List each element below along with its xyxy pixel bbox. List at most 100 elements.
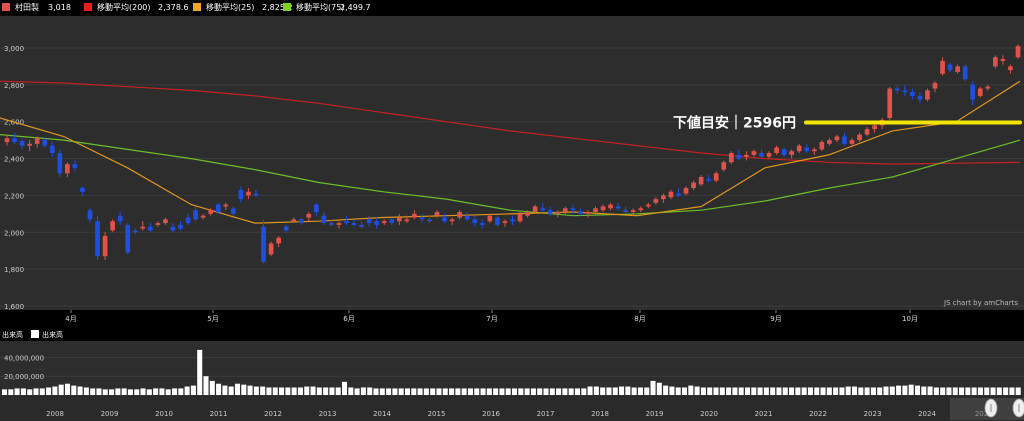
candle[interactable] <box>630 208 636 216</box>
candle[interactable] <box>578 208 583 216</box>
candle[interactable] <box>457 210 463 220</box>
candle[interactable] <box>223 202 229 211</box>
candle[interactable] <box>925 88 930 102</box>
candle[interactable] <box>412 210 417 220</box>
candle[interactable] <box>306 212 312 222</box>
candle[interactable] <box>170 223 176 233</box>
candle[interactable] <box>721 160 727 172</box>
candle[interactable] <box>472 215 478 227</box>
candle[interactable] <box>238 186 244 203</box>
candle[interactable] <box>396 213 402 225</box>
candle[interactable] <box>849 138 855 148</box>
scrollbar-handles[interactable] <box>950 398 1024 420</box>
candle[interactable] <box>87 208 93 224</box>
candle[interactable] <box>34 136 40 148</box>
candle[interactable] <box>1015 44 1021 60</box>
candle[interactable] <box>487 213 493 224</box>
candle[interactable] <box>1008 64 1013 74</box>
candle[interactable] <box>336 221 342 229</box>
candle[interactable] <box>698 175 704 187</box>
candle[interactable] <box>246 188 251 200</box>
candle[interactable] <box>110 219 115 233</box>
candle[interactable] <box>80 186 85 196</box>
candle[interactable] <box>155 221 161 227</box>
candle[interactable] <box>283 224 289 233</box>
legend-item[interactable]: 移動平均(75) <box>283 0 344 16</box>
candle[interactable] <box>940 57 945 76</box>
candle[interactable] <box>759 149 764 159</box>
candle[interactable] <box>638 206 644 213</box>
candle[interactable] <box>955 64 960 74</box>
chart-credit[interactable]: JS chart by amCharts <box>943 299 1018 307</box>
candle[interactable] <box>789 149 794 159</box>
candle[interactable] <box>977 86 983 98</box>
candle[interactable] <box>517 212 523 224</box>
candle[interactable] <box>766 151 772 159</box>
candle[interactable] <box>261 219 266 264</box>
candle[interactable] <box>902 84 908 96</box>
candle[interactable] <box>49 141 55 157</box>
candle[interactable] <box>827 138 832 146</box>
candle[interactable] <box>427 215 432 224</box>
candle[interactable] <box>253 189 259 198</box>
candle[interactable] <box>313 202 319 216</box>
candle[interactable] <box>555 210 561 218</box>
candle[interactable] <box>140 221 146 231</box>
candle[interactable] <box>744 151 749 161</box>
candle[interactable] <box>796 143 802 154</box>
candle[interactable] <box>661 193 666 203</box>
candle[interactable] <box>321 212 327 225</box>
candle[interactable] <box>163 217 168 225</box>
candle[interactable] <box>781 147 787 157</box>
candle[interactable] <box>562 206 568 214</box>
candle[interactable] <box>374 217 380 229</box>
candle[interactable] <box>585 210 591 218</box>
candle[interactable] <box>970 81 976 106</box>
candle[interactable] <box>351 219 357 227</box>
candle[interactable] <box>419 213 425 224</box>
candle[interactable] <box>344 215 349 225</box>
candle[interactable] <box>359 221 364 229</box>
candle[interactable] <box>298 217 304 225</box>
candle[interactable] <box>540 202 546 213</box>
candle[interactable] <box>932 81 938 93</box>
candle[interactable] <box>804 143 810 154</box>
candle[interactable] <box>736 149 742 161</box>
candle[interactable] <box>962 64 968 82</box>
scrollbar-area[interactable] <box>0 396 1024 421</box>
candle[interactable] <box>495 215 500 227</box>
candle[interactable] <box>389 217 395 225</box>
candle[interactable] <box>608 202 613 211</box>
candle[interactable] <box>947 62 953 72</box>
candle[interactable] <box>442 213 447 224</box>
candle[interactable] <box>811 147 817 155</box>
candle[interactable] <box>4 134 10 146</box>
candle[interactable] <box>600 204 606 213</box>
candle[interactable] <box>57 149 63 177</box>
candle[interactable] <box>178 221 183 231</box>
candle[interactable] <box>215 202 221 214</box>
legend-item[interactable]: 村田製 <box>2 0 39 16</box>
candle[interactable] <box>834 134 840 142</box>
candle[interactable] <box>502 219 508 227</box>
candle[interactable] <box>27 140 32 152</box>
candle[interactable] <box>819 140 825 152</box>
candle[interactable] <box>95 215 100 260</box>
candle[interactable] <box>683 186 689 196</box>
candle[interactable] <box>894 84 900 95</box>
candle[interactable] <box>12 132 17 144</box>
candle[interactable] <box>193 206 198 222</box>
candle[interactable] <box>200 213 206 220</box>
candle[interactable] <box>653 197 659 205</box>
candle[interactable] <box>125 223 131 255</box>
candle[interactable] <box>691 180 696 190</box>
candle[interactable] <box>887 86 893 120</box>
candle[interactable] <box>329 219 334 227</box>
candle[interactable] <box>276 235 281 248</box>
candle[interactable] <box>615 202 621 211</box>
candle[interactable] <box>479 219 485 229</box>
candle[interactable] <box>434 210 440 218</box>
candle[interactable] <box>268 241 274 257</box>
candle[interactable] <box>464 212 470 222</box>
candle[interactable] <box>728 151 734 165</box>
